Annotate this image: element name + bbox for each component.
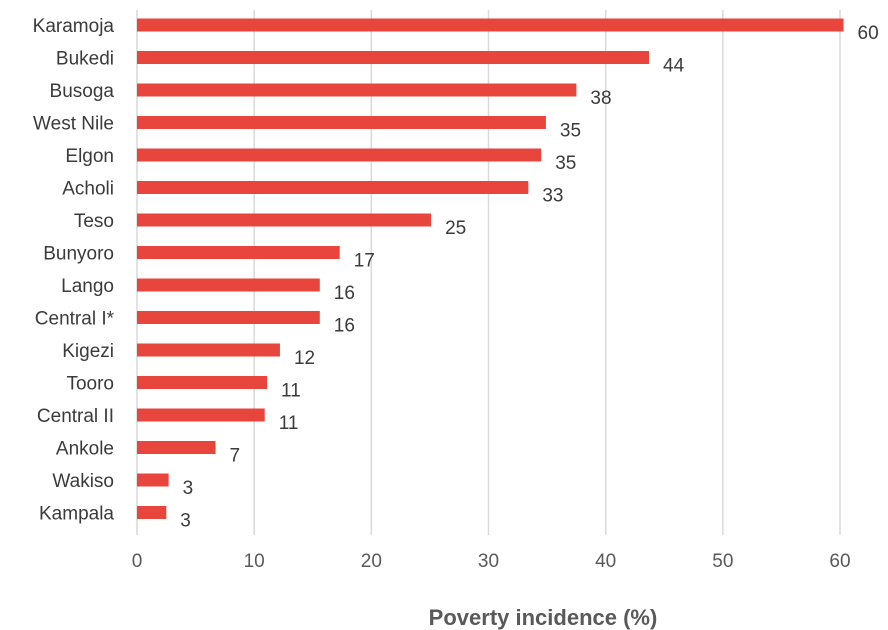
- data-label: 38: [590, 88, 611, 109]
- data-label: 35: [560, 121, 581, 142]
- bar-elgon: [137, 148, 542, 162]
- category-label: Central II: [37, 406, 114, 427]
- category-label: Wakiso: [52, 471, 114, 492]
- bar-ankole: [137, 441, 216, 454]
- data-label: 60: [858, 23, 879, 44]
- x-tick-label: 20: [361, 551, 382, 572]
- bar-kigezi: [137, 343, 280, 357]
- bars: [137, 18, 844, 519]
- x-axis-title: Poverty incidence (%): [429, 605, 658, 630]
- bar-teso: [137, 213, 432, 227]
- x-tick-label: 50: [712, 551, 733, 572]
- category-label: Tooro: [66, 374, 114, 395]
- category-label: Bunyoro: [43, 244, 114, 265]
- data-label: 16: [334, 283, 355, 304]
- bar-bunyoro: [137, 246, 340, 259]
- category-label: Kigezi: [62, 341, 114, 362]
- x-tick-label: 10: [244, 551, 265, 572]
- category-label: Kampala: [39, 504, 114, 525]
- category-label: Central I*: [35, 309, 115, 330]
- category-label: Lango: [61, 276, 114, 297]
- data-label: 3: [180, 511, 191, 532]
- data-label: 12: [294, 348, 315, 369]
- data-label: 25: [445, 218, 466, 239]
- data-label: 11: [281, 381, 301, 402]
- bar-busoga: [137, 83, 577, 97]
- data-label: 35: [555, 153, 576, 174]
- category-label: Acholi: [62, 179, 114, 200]
- bar-lango: [137, 278, 320, 292]
- bar-wakiso: [137, 473, 169, 487]
- bar-tooro: [137, 376, 268, 389]
- bar-central-ii: [137, 408, 265, 422]
- data-label: 17: [354, 251, 375, 272]
- data-label: 33: [542, 186, 563, 207]
- x-tick-label: 40: [595, 551, 616, 572]
- data-label: 11: [279, 413, 299, 434]
- category-label: Busoga: [50, 81, 115, 102]
- gridlines: [136, 10, 841, 535]
- category-label: Elgon: [65, 146, 114, 167]
- bar-west-nile: [137, 116, 546, 129]
- category-label: West Nile: [33, 114, 114, 135]
- x-tick-label: 0: [132, 551, 143, 572]
- category-label: Karamoja: [33, 16, 115, 37]
- category-label: Teso: [74, 211, 114, 232]
- x-tick-label: 60: [829, 551, 850, 572]
- category-labels: Karamoja Bukedi Busoga West Nile Elgon Acholi…: [33, 16, 115, 525]
- x-tick-labels: 0 10 20 30 40 50 60: [132, 551, 851, 572]
- bar-karamoja: [137, 18, 844, 32]
- data-label: 16: [334, 316, 355, 337]
- category-label: Bukedi: [56, 49, 114, 70]
- data-label: 44: [663, 56, 685, 77]
- x-tick-label: 30: [478, 551, 499, 572]
- category-label: Ankole: [56, 439, 114, 460]
- bar-central-i: [137, 311, 320, 324]
- bar-kampala: [137, 506, 167, 519]
- data-label: 7: [230, 446, 241, 467]
- bar-acholi: [137, 181, 529, 194]
- data-label: 3: [183, 478, 194, 499]
- bar-bukedi: [137, 51, 650, 64]
